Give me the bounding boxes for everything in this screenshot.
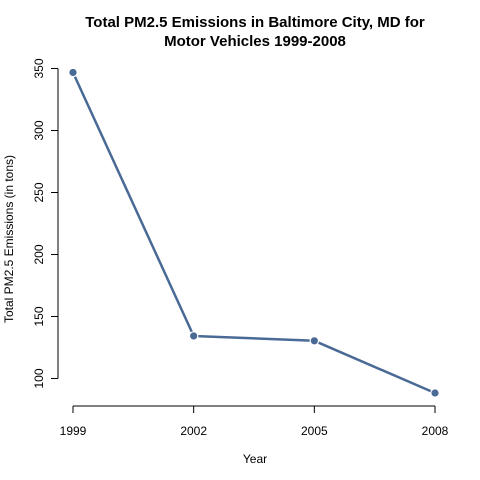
- y-tick-label: 300: [32, 120, 46, 140]
- y-tick-label: 350: [32, 58, 46, 78]
- data-point: [309, 336, 320, 346]
- data-point: [430, 388, 440, 398]
- series-layer: [68, 67, 440, 398]
- x-axis-label: Year: [243, 452, 267, 466]
- x-tick-label: 1999: [60, 424, 87, 438]
- y-axis-label: Total PM2.5 Emissions (in tons): [2, 155, 16, 323]
- chart-title-line-1: Total PM2.5 Emissions in Baltimore City,…: [85, 14, 425, 31]
- x-axis: 1999 2002 2005 2008: [60, 405, 449, 438]
- chart-title-line-2: Motor Vehicles 1999-2008: [164, 33, 346, 50]
- data-point: [68, 67, 78, 78]
- y-tick-label: 150: [32, 306, 46, 326]
- series-line: [71, 71, 436, 395]
- y-tick-label: 250: [32, 182, 46, 202]
- y-axis: 100 150 200 250 300 350: [32, 58, 59, 389]
- x-tick-label: 2008: [422, 424, 449, 438]
- data-point: [188, 331, 199, 341]
- x-tick-label: 2005: [301, 424, 328, 438]
- y-tick-label: 100: [32, 368, 46, 388]
- x-tick-label: 2002: [180, 424, 207, 438]
- y-tick-label: 200: [32, 244, 46, 264]
